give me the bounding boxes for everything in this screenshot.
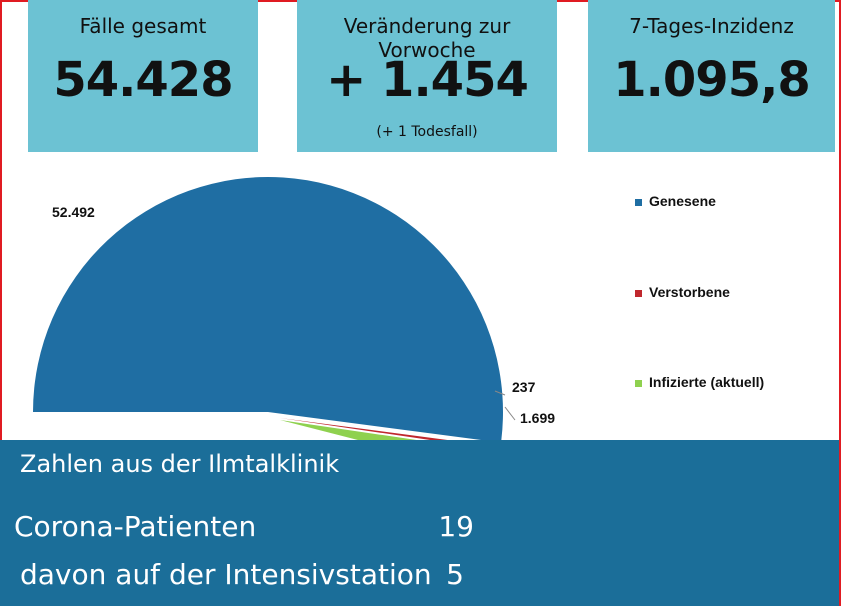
pie-value-label: 52.492	[52, 204, 95, 220]
total-cases-card: Fälle gesamt 54.428	[28, 0, 258, 152]
total-cases-value: 54.428	[53, 52, 233, 108]
pie-value-label: 1.699	[520, 410, 555, 426]
incidence-value: 1.095,8	[613, 52, 810, 108]
legend-label: Infizierte (aktuell)	[649, 374, 765, 390]
clinic-panel: Zahlen aus der Ilmtalklinik Corona-Patie…	[0, 440, 839, 606]
clinic-row-label: davon auf der Intensivstation	[20, 558, 432, 591]
weekly-change-label: Veränderung zur Vorwoche	[343, 14, 511, 62]
incidence-label: 7-Tages-Inzidenz	[629, 14, 794, 38]
clinic-row-value: 19	[438, 510, 474, 543]
pie-slice-genesene	[33, 177, 503, 440]
pie-value-labels: 52.492 237 1.699	[52, 204, 555, 426]
legend-item-infizierte-aktuell-: Infizierte (aktuell)	[635, 374, 764, 390]
clinic-row-patients: Corona-Patienten 19	[14, 510, 474, 543]
weekly-change-note: (+ 1 Todesfall)	[376, 124, 478, 140]
leader-line	[504, 406, 516, 421]
leader-line	[494, 390, 506, 396]
legend-swatch	[635, 198, 642, 206]
legend-item-verstorbene: Verstorbene	[635, 284, 730, 300]
clinic-row-icu: davon auf der Intensivstation 5	[20, 558, 464, 591]
legend-item-genesene: Genesene	[635, 193, 716, 209]
clinic-row-value: 5	[446, 558, 464, 591]
pie-slice-infizierte-aktuell-	[280, 420, 417, 440]
legend-label: Genesene	[649, 193, 716, 209]
legend-swatch	[635, 379, 642, 387]
pie-slices	[33, 177, 503, 440]
clinic-title: Zahlen aus der Ilmtalklinik	[20, 450, 340, 478]
clinic-row-label: Corona-Patienten	[14, 510, 257, 543]
weekly-change-card: Veränderung zur Vorwoche + 1.454 (+ 1 To…	[297, 0, 557, 152]
weekly-change-value: + 1.454	[326, 52, 529, 108]
case-distribution-chart: 52.492 237 1.699	[33, 177, 555, 440]
incidence-card: 7-Tages-Inzidenz 1.095,8	[588, 0, 835, 152]
legend-label: Verstorbene	[649, 284, 730, 300]
legend-swatch	[635, 289, 642, 297]
pie-value-label: 237	[512, 379, 536, 395]
total-cases-label: Fälle gesamt	[79, 14, 207, 38]
